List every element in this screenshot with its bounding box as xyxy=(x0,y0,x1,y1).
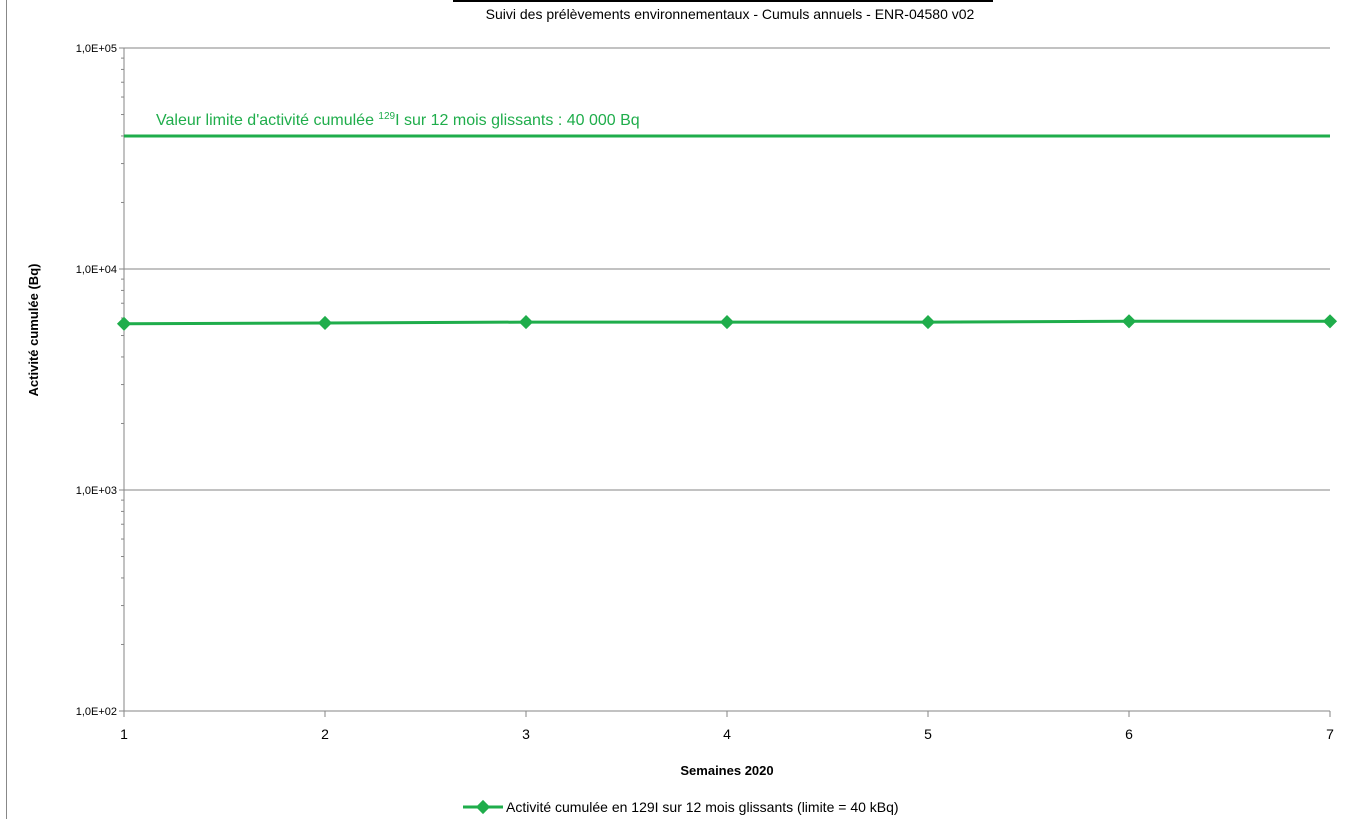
limit-label: Valeur limite d'activité cumulée 129I su… xyxy=(156,111,640,129)
y-tick-label: 1,0E+02 xyxy=(76,706,117,718)
data-point-marker xyxy=(920,315,936,330)
title-underline xyxy=(453,0,993,2)
y-axis-ticks: 1,0E+02 1,0E+03 1,0E+04 1,0E+05 xyxy=(76,43,124,718)
data-point-marker xyxy=(719,315,735,330)
legend-marker-swatch xyxy=(475,799,491,815)
axes xyxy=(123,48,1330,712)
chart-subtitle: Suivi des prélèvements environnementaux … xyxy=(485,6,975,22)
limit-label-superscript: 129 xyxy=(378,111,395,122)
x-axis-title: Semaines 2020 xyxy=(680,763,773,778)
y-axis-title: Activité cumulée (Bq) xyxy=(26,264,41,397)
x-tick-label: 5 xyxy=(924,726,932,742)
data-point-marker xyxy=(116,316,132,331)
x-axis-ticks: 1 2 3 4 5 6 7 xyxy=(120,711,1334,742)
legend-label: Activité cumulée en 129I sur 12 mois gli… xyxy=(506,799,899,815)
data-point-marker xyxy=(1322,314,1338,329)
series-group xyxy=(116,314,1338,331)
legend: Activité cumulée en 129I sur 12 mois gli… xyxy=(463,799,899,815)
data-point-marker xyxy=(518,315,534,330)
x-tick-label: 2 xyxy=(321,726,329,742)
x-tick-label: 1 xyxy=(120,726,128,742)
x-tick-label: 4 xyxy=(723,726,731,742)
x-tick-label: 7 xyxy=(1326,726,1334,742)
y-tick-label: 1,0E+04 xyxy=(76,264,117,276)
x-tick-label: 3 xyxy=(522,726,530,742)
grid-lines xyxy=(124,47,1330,491)
limit-label-prefix: Valeur limite d'activité cumulée xyxy=(156,112,378,129)
data-point-marker xyxy=(1121,314,1137,329)
limit-label-suffix: I sur 12 mois glissants : 40 000 Bq xyxy=(395,112,640,129)
frame-border xyxy=(6,0,7,819)
y-tick-label: 1,0E+05 xyxy=(76,43,117,55)
y-tick-label: 1,0E+03 xyxy=(76,485,117,497)
x-tick-label: 6 xyxy=(1125,726,1133,742)
data-point-marker xyxy=(317,315,333,331)
